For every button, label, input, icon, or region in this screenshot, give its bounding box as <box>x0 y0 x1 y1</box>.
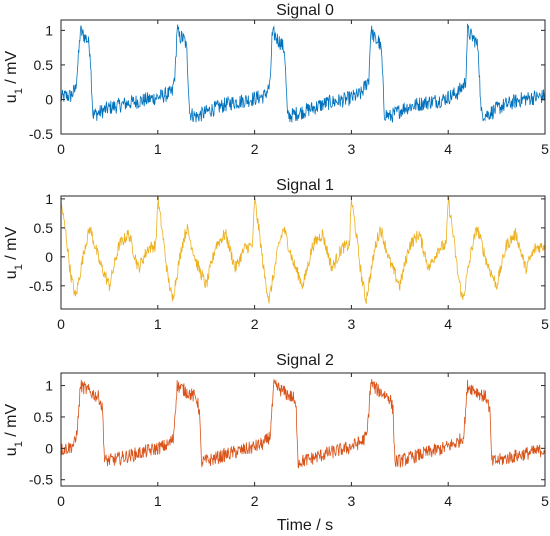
x-tick-label: 5 <box>541 493 549 509</box>
y-axis-label-rest: / mV <box>3 226 20 264</box>
x-tick-label: 4 <box>444 493 452 509</box>
y-tick-label: 0.5 <box>34 57 54 73</box>
x-tick-label: 1 <box>154 141 162 157</box>
y-tick-label: 0 <box>45 440 53 456</box>
y-tick-label: -0.5 <box>29 472 53 488</box>
x-tick-label: 3 <box>348 493 356 509</box>
panel-title: Signal 1 <box>276 177 334 194</box>
series-line <box>60 196 546 304</box>
y-tick-label: 1 <box>45 191 53 207</box>
plot-area <box>60 379 546 469</box>
x-tick-label: 5 <box>541 141 549 157</box>
x-tick-label: 5 <box>541 316 549 332</box>
y-axis-label-subscript: 1 <box>13 441 25 447</box>
y-tick-label: -0.5 <box>29 278 53 294</box>
y-tick-label: -0.5 <box>29 126 53 142</box>
x-tick-label: 1 <box>154 493 162 509</box>
y-axis-label-subscript: 1 <box>13 264 25 270</box>
x-tick-label: 1 <box>154 316 162 332</box>
y-tick-label: 0.5 <box>34 409 54 425</box>
series-line <box>60 379 546 469</box>
x-tick-label: 3 <box>348 316 356 332</box>
y-tick-label: 0 <box>45 91 53 107</box>
panel-signal-2: Signal 2 u1 / mV Time / s 0 1 2 3 4 5-0.500.5… <box>3 352 549 534</box>
x-tick-label: 2 <box>251 316 259 332</box>
y-tick-label: 1 <box>45 378 53 394</box>
y-tick-label: 1 <box>45 22 53 38</box>
x-tick-label: 0 <box>57 493 65 509</box>
y-axis-label-rest: / mV <box>3 50 20 88</box>
axes-box <box>60 195 546 310</box>
x-tick-label: 4 <box>444 141 452 157</box>
y-tick-label: 0 <box>45 249 53 265</box>
plot-area <box>60 196 546 304</box>
x-tick-label: 2 <box>251 493 259 509</box>
x-tick-label: 0 <box>57 316 65 332</box>
x-tick-label: 3 <box>348 141 356 157</box>
panel-title: Signal 2 <box>276 352 334 369</box>
axes-box <box>60 372 546 487</box>
axes-box <box>60 19 546 135</box>
panel-signal-1: Signal 1 u1 / mV 0 1 2 3 4 5-0.500.51 <box>3 177 549 332</box>
y-axis-label-rest: / mV <box>3 403 20 441</box>
y-axis-label-subscript: 1 <box>13 88 25 94</box>
x-tick-label: 4 <box>444 316 452 332</box>
panel-signal-0: Signal 0 u1 / mV 0 1 2 3 4 5-0.500.51 <box>3 2 549 157</box>
x-tick-label: 2 <box>251 141 259 157</box>
panel-title: Signal 0 <box>276 2 334 19</box>
x-axis-label: Time / s <box>277 517 333 534</box>
y-tick-label: 0.5 <box>34 220 54 236</box>
plot-area <box>60 23 546 123</box>
x-tick-label: 0 <box>57 141 65 157</box>
series-line <box>60 23 546 123</box>
